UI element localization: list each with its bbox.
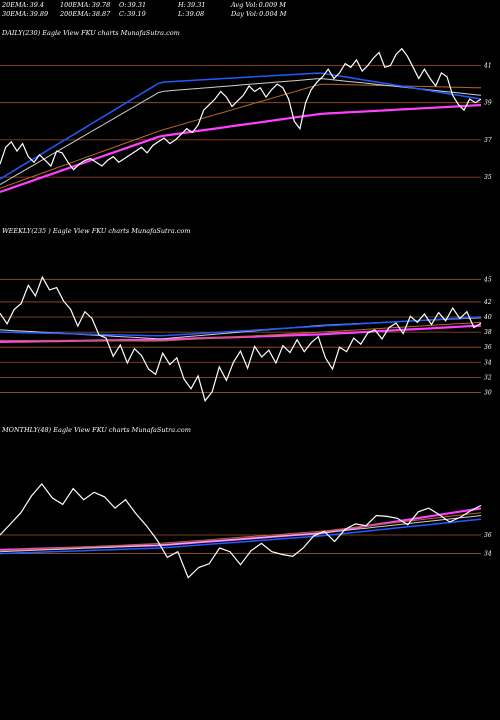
weekly-tick-label: 30 bbox=[484, 389, 492, 396]
weekly-price-line bbox=[0, 275, 482, 403]
monthly-tick-label: 34 bbox=[484, 551, 492, 558]
weekly-tick-label: 34 bbox=[484, 359, 492, 366]
weekly-tick-label: 36 bbox=[484, 344, 492, 351]
weekly-ema100-line bbox=[0, 321, 482, 342]
monthly-ema200-line bbox=[0, 507, 482, 551]
monthly-ema20-line bbox=[0, 518, 482, 555]
stats-header: 20EMA:39.4 100EMA:39.78 O:39.31 H:39.31 Avg … bbox=[2, 1, 498, 19]
monthly-tick-label: 36 bbox=[484, 532, 492, 539]
stat-item: H:39.31 bbox=[178, 1, 206, 9]
stat-item: Avg Vol:0.009 M bbox=[231, 1, 286, 9]
daily-tick-label: 37 bbox=[484, 137, 492, 144]
stat-item: O:39.31 bbox=[119, 1, 147, 9]
stats-row: 30EMA:39.89 200EMA:38.87 C:39.19 L:39.08 Day… bbox=[2, 10, 498, 19]
weekly-tick-label: 38 bbox=[484, 329, 492, 336]
weekly-panel-label: WEEKLY(235 ) Eagle View FKU charts Munaf… bbox=[2, 227, 191, 235]
weekly-tick-label: 45 bbox=[483, 276, 492, 283]
daily-tick-label: 39 bbox=[484, 100, 492, 107]
daily-ema30-line bbox=[0, 78, 482, 186]
monthly-ema30-line bbox=[0, 515, 482, 553]
daily-ema200-line bbox=[0, 104, 482, 194]
weekly-tick-label: 32 bbox=[484, 374, 492, 381]
stat-item: C:39.19 bbox=[119, 10, 146, 18]
weekly-tick-label: 40 bbox=[483, 314, 492, 321]
stats-row: 20EMA:39.4 100EMA:39.78 O:39.31 H:39.31 Avg … bbox=[2, 1, 498, 10]
daily-tick-label: 35 bbox=[484, 174, 492, 181]
stat-item: 100EMA:39.78 bbox=[60, 1, 111, 9]
monthly-price-line bbox=[0, 482, 482, 579]
daily-price-line bbox=[0, 47, 482, 171]
monthly-panel-label: MONTHLY(48) Eagle View FKU charts Munafa… bbox=[2, 426, 191, 434]
daily-ema20-line bbox=[0, 72, 482, 180]
daily-tick-label: 41 bbox=[483, 62, 492, 69]
stat-item: L:39.08 bbox=[178, 10, 205, 18]
daily-panel-label: DAILY(230) Eagle View FKU charts MunafaS… bbox=[2, 29, 180, 37]
stat-item: 200EMA:38.87 bbox=[60, 10, 111, 18]
stat-item: 30EMA:39.89 bbox=[2, 10, 49, 18]
monthly-ema100-line bbox=[0, 512, 482, 552]
stat-item: 20EMA:39.4 bbox=[2, 1, 45, 9]
stat-item: Day Vol:0.004 M bbox=[231, 10, 287, 18]
weekly-ema20-line bbox=[0, 316, 482, 337]
weekly-tick-label: 42 bbox=[483, 299, 492, 306]
